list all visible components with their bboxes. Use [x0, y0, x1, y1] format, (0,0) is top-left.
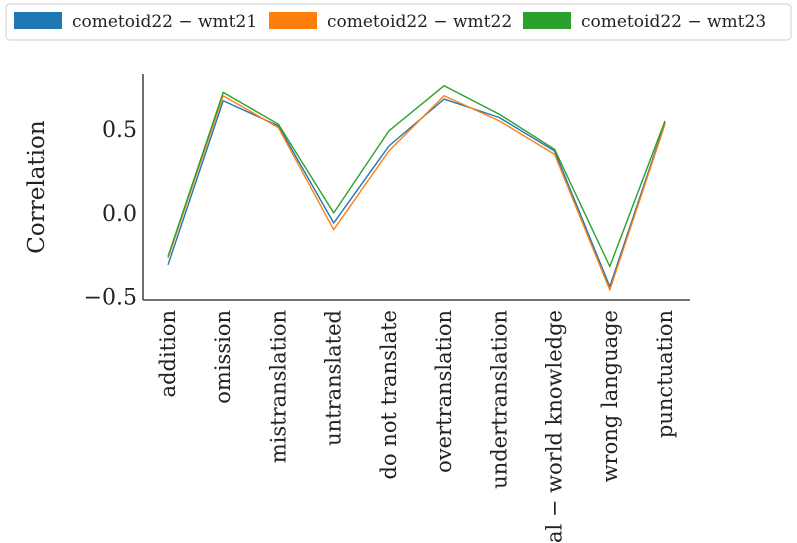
- legend-swatch: [14, 12, 62, 29]
- x-tick-label: omission: [211, 310, 235, 404]
- legend-swatch: [523, 12, 571, 29]
- series-line: [167, 98, 666, 288]
- legend: cometoid22 − wmt21 cometoid22 − wmt22 come…: [5, 3, 792, 41]
- series-line: [167, 95, 666, 291]
- x-tick-label: addition: [156, 310, 180, 397]
- x-ticks: addition omission mistranslation untranslat…: [156, 310, 677, 543]
- x-tick-label: overtranslation: [432, 310, 456, 473]
- legend-swatch: [269, 12, 317, 29]
- y-tick-label: 0.0: [102, 202, 137, 227]
- legend-label: cometoid22 − wmt21: [72, 12, 257, 32]
- series-lines: [167, 84, 666, 291]
- series-line: [167, 84, 666, 268]
- x-tick-label: punctuation: [653, 310, 677, 438]
- y-ticks: −0.5 0.0 0.5: [84, 118, 137, 310]
- x-tick-label: wrong language: [598, 310, 622, 482]
- y-tick-label: −0.5: [84, 286, 137, 311]
- x-tick-label: mistranslation: [266, 310, 290, 463]
- legend-label: cometoid22 − wmt22: [327, 12, 512, 32]
- legend-label: cometoid22 − wmt23: [581, 12, 766, 32]
- x-tick-label: do not translate: [377, 310, 401, 479]
- x-tick-label: real − world knowledge: [543, 310, 567, 543]
- x-tick-label: untranslated: [322, 310, 346, 446]
- legend-frame: [5, 3, 792, 41]
- x-tick-label: undertranslation: [487, 310, 511, 489]
- y-tick-label: 0.5: [102, 118, 137, 143]
- y-axis-label: Correlation: [24, 120, 50, 254]
- axes: [142, 74, 690, 301]
